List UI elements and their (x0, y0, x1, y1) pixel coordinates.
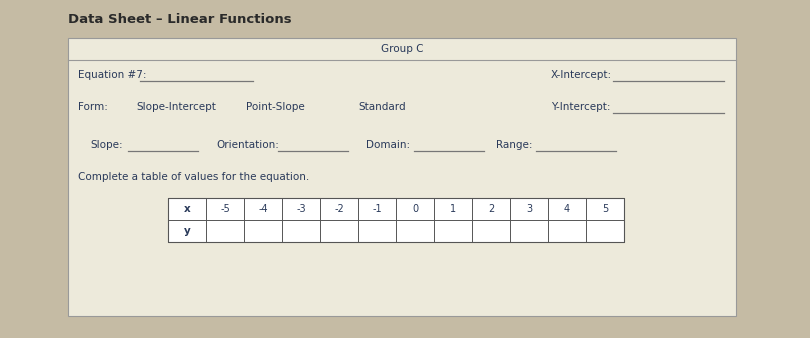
Text: Equation #7:: Equation #7: (78, 70, 147, 80)
Bar (168, 198, 624, 242)
Text: Standard: Standard (358, 102, 406, 112)
Text: Point-Slope: Point-Slope (246, 102, 305, 112)
Text: Data Sheet – Linear Functions: Data Sheet – Linear Functions (68, 13, 292, 26)
Text: 2: 2 (488, 204, 494, 214)
Bar (68, 38, 736, 316)
Text: -4: -4 (258, 204, 268, 214)
Text: Form:: Form: (78, 102, 108, 112)
Text: 0: 0 (412, 204, 418, 214)
Text: -5: -5 (220, 204, 230, 214)
Text: Group C: Group C (381, 44, 424, 54)
Text: Complete a table of values for the equation.: Complete a table of values for the equat… (78, 172, 309, 182)
Text: Y-Intercept:: Y-Intercept: (551, 102, 611, 112)
Text: 4: 4 (564, 204, 570, 214)
Text: 3: 3 (526, 204, 532, 214)
Text: -1: -1 (372, 204, 382, 214)
Text: Domain:: Domain: (366, 140, 410, 150)
Text: 1: 1 (450, 204, 456, 214)
Text: Orientation:: Orientation: (216, 140, 279, 150)
Text: -3: -3 (296, 204, 306, 214)
Text: Range:: Range: (496, 140, 532, 150)
Text: Slope-Intercept: Slope-Intercept (136, 102, 216, 112)
Text: y: y (184, 226, 190, 236)
Text: -2: -2 (334, 204, 344, 214)
Text: x: x (184, 204, 190, 214)
Text: X-Intercept:: X-Intercept: (551, 70, 612, 80)
Text: Slope:: Slope: (90, 140, 122, 150)
Text: 5: 5 (602, 204, 608, 214)
